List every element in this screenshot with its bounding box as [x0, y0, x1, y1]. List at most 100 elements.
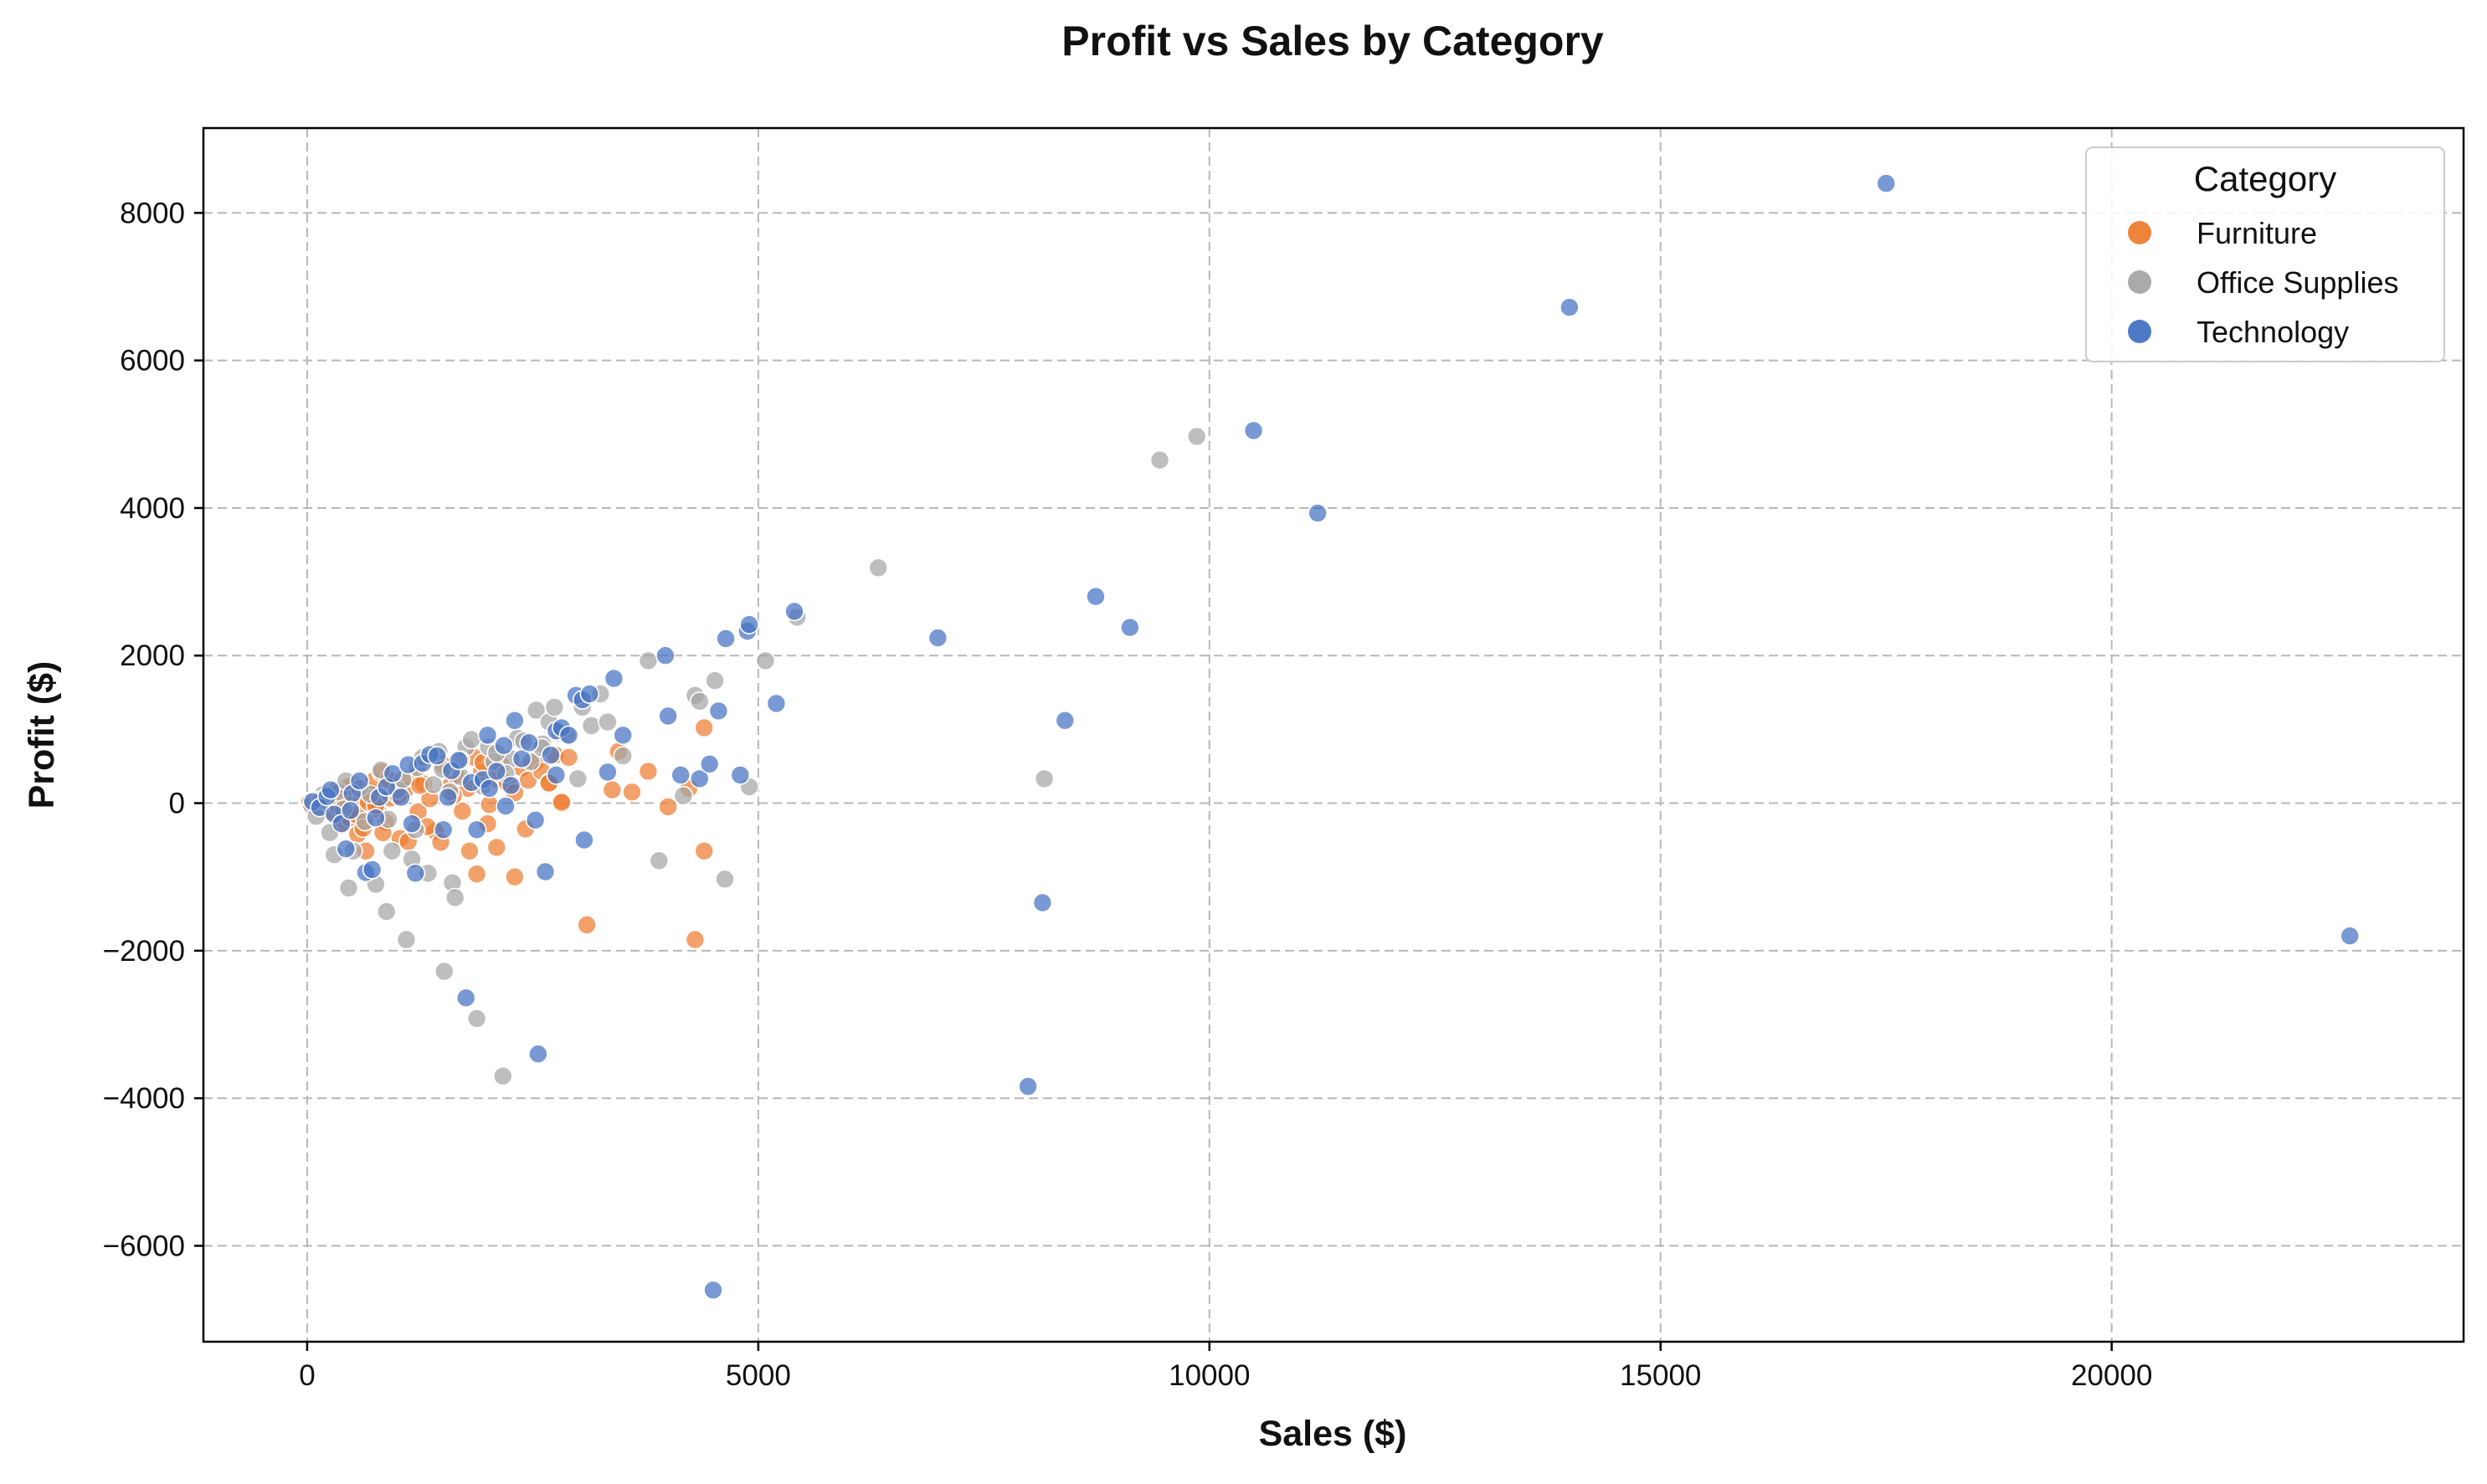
data-point — [452, 801, 473, 822]
data-point — [362, 860, 383, 880]
x-axis-label: Sales ($) — [1259, 1414, 1407, 1454]
data-point — [577, 915, 597, 935]
data-point — [784, 601, 804, 622]
legend: Category Furniture Office Supplies Technol… — [2085, 146, 2445, 362]
data-point — [505, 866, 525, 887]
y-tick-label: 0 — [169, 788, 185, 820]
legend-marker — [2128, 221, 2151, 244]
data-point — [340, 800, 361, 821]
data-point — [486, 761, 507, 782]
data-point — [658, 797, 678, 817]
legend-label: Furniture — [2197, 216, 2317, 250]
legend-items: Furniture Office Supplies Technology — [2128, 216, 2398, 349]
data-point — [486, 837, 507, 858]
data-point — [649, 850, 670, 871]
data-point — [579, 684, 600, 704]
data-point — [705, 670, 725, 691]
data-point — [1032, 892, 1053, 913]
data-point — [699, 753, 720, 774]
data-point — [391, 787, 411, 808]
data-point — [349, 771, 370, 791]
data-point — [613, 725, 634, 746]
y-tick-label: 4000 — [120, 492, 185, 525]
data-point — [689, 691, 710, 711]
data-point — [494, 735, 514, 756]
data-point — [739, 614, 759, 635]
data-point — [1018, 1076, 1038, 1096]
data-point — [528, 1044, 548, 1064]
data-point — [1034, 768, 1055, 789]
data-point — [336, 839, 357, 860]
data-point — [1876, 173, 1896, 193]
data-point — [1186, 426, 1207, 447]
x-tick-label: 0 — [299, 1359, 315, 1392]
data-point — [427, 746, 448, 766]
data-point — [1120, 617, 1140, 638]
data-point — [755, 650, 776, 671]
data-point — [1149, 449, 1170, 470]
data-point — [338, 878, 359, 898]
data-point — [1560, 297, 1580, 318]
data-point — [622, 782, 642, 803]
data-point — [671, 765, 691, 785]
data-point — [658, 706, 678, 727]
data-point — [525, 809, 546, 830]
data-point — [466, 819, 487, 840]
data-point — [405, 863, 426, 884]
data-point — [1086, 586, 1106, 607]
data-point — [598, 711, 618, 732]
y-tick-label: 2000 — [120, 639, 185, 672]
data-point — [655, 645, 676, 666]
data-point — [376, 901, 397, 922]
data-point — [535, 861, 556, 882]
data-point — [598, 762, 618, 783]
data-point — [461, 729, 481, 750]
data-point — [766, 693, 787, 714]
data-point — [382, 840, 403, 861]
series-technology — [302, 173, 2360, 1301]
legend-label: Office Supplies — [2197, 265, 2398, 300]
data-point — [558, 747, 579, 768]
legend-title: Category — [2194, 159, 2336, 198]
data-point — [544, 697, 565, 717]
y-tick-label: 6000 — [120, 345, 185, 377]
data-point — [694, 717, 715, 738]
data-point — [438, 787, 458, 808]
legend-marker — [2128, 270, 2151, 294]
data-point — [730, 765, 751, 785]
data-point — [927, 628, 948, 648]
data-point — [568, 768, 588, 789]
data-point — [519, 732, 539, 753]
data-point — [455, 988, 476, 1008]
data-point — [383, 763, 403, 784]
data-point — [2340, 926, 2360, 946]
data-point — [449, 750, 469, 771]
data-point — [574, 829, 594, 850]
data-point — [638, 650, 659, 671]
data-point — [546, 765, 567, 785]
data-point — [1308, 503, 1328, 523]
data-point — [715, 869, 735, 890]
data-points — [300, 173, 2360, 1301]
data-point — [466, 864, 487, 884]
plot-frame — [202, 126, 2465, 1343]
data-point — [581, 716, 602, 736]
data-point — [868, 557, 888, 578]
y-tick-label: −4000 — [103, 1082, 185, 1115]
data-point — [402, 814, 422, 834]
data-point — [492, 1066, 513, 1086]
x-tick-label: 5000 — [726, 1359, 791, 1392]
data-point — [558, 725, 579, 746]
data-point — [673, 785, 694, 806]
data-point — [511, 748, 532, 769]
data-point — [496, 796, 516, 816]
axes: 0 5000 10000 15000 20000 −6000 −4000 −2000 0 2000… — [103, 197, 2153, 1392]
data-point — [685, 929, 706, 950]
chart-title: Profit vs Sales by Category — [1061, 18, 1604, 64]
data-point — [460, 840, 480, 861]
data-point — [541, 745, 561, 766]
data-point — [613, 746, 634, 766]
legend-label: Technology — [2197, 315, 2349, 349]
